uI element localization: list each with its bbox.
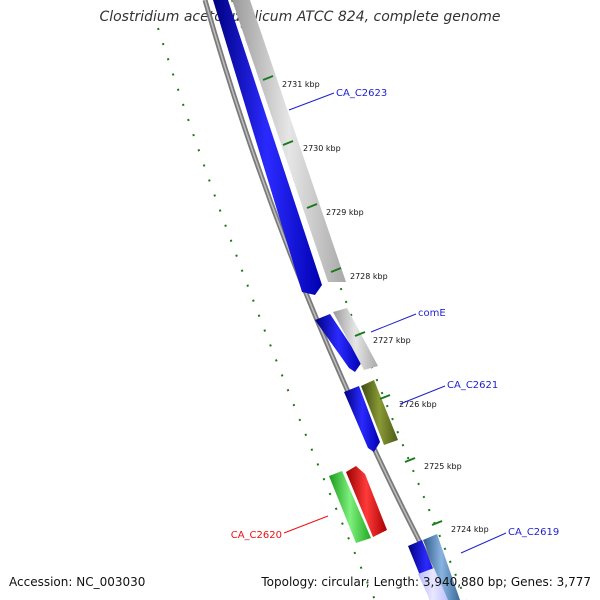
- gene-ca-c2622-forward[interactable]: [344, 386, 380, 452]
- scale-tick-label: 2725 kbp: [424, 462, 462, 471]
- scale-tick-label: 2731 kbp: [282, 80, 320, 89]
- scale-tick-label: 2728 kbp: [350, 272, 388, 281]
- scale-tick-mark: [354, 331, 366, 337]
- scale-tick-label: 2726 kbp: [399, 400, 437, 409]
- gene-callout-line: [399, 385, 446, 405]
- gene-label-ca-c2623[interactable]: CA_C2623: [336, 88, 387, 99]
- gene-ca-c2621-reverse[interactable]: [361, 380, 398, 445]
- gene-come-forward[interactable]: [315, 314, 362, 372]
- scale-tick-label: 2729 kbp: [326, 208, 364, 217]
- scale-tick-mark: [282, 140, 294, 146]
- gene-callout-line: [370, 313, 417, 333]
- scale-tick-mark: [262, 75, 274, 81]
- gene-ca-c2623-reverse[interactable]: [232, 0, 346, 282]
- scale-tick-mark: [379, 394, 391, 400]
- gene-ca-c2620-plus[interactable]: [329, 471, 371, 543]
- gene-lavender-feature[interactable]: [418, 568, 448, 600]
- scale-tick-label: 2724 kbp: [451, 525, 489, 534]
- scale-tick-mark: [306, 203, 318, 209]
- gene-ca-c2619-reverse[interactable]: [423, 534, 460, 600]
- scale-tick-label: 2730 kbp: [303, 144, 341, 153]
- scale-tick-mark: [404, 457, 416, 463]
- scale-tick-label: 2727 kbp: [373, 336, 411, 345]
- gene-come-reverse[interactable]: [333, 308, 378, 370]
- gene-label-ca-c2621[interactable]: CA_C2621: [447, 380, 498, 391]
- gene-ca-c2620-minus[interactable]: [346, 466, 387, 537]
- inner-dotted-circle: [157, 27, 376, 600]
- gene-callout-line: [288, 92, 335, 111]
- gene-callout-line: [283, 515, 329, 534]
- gene-label-ca-c2620[interactable]: CA_C2620: [231, 530, 282, 541]
- genome-backbone-highlight: [204, 0, 451, 600]
- gene-ca-c2623-forward[interactable]: [213, 0, 322, 295]
- gene-callout-line: [460, 532, 507, 554]
- accession-text: Accession: NC_003030: [9, 575, 146, 589]
- scale-tick-mark: [330, 267, 342, 273]
- map-title: Clostridium acetobutylicum ATCC 824, com…: [99, 9, 501, 25]
- gene-label-ca-c2619[interactable]: CA_C2619: [508, 527, 559, 538]
- scale-tick-mark: [431, 520, 443, 526]
- gene-label-come[interactable]: comE: [418, 308, 446, 319]
- genome-summary-text: Topology: circular; Length: 3,940,880 bp…: [261, 575, 591, 589]
